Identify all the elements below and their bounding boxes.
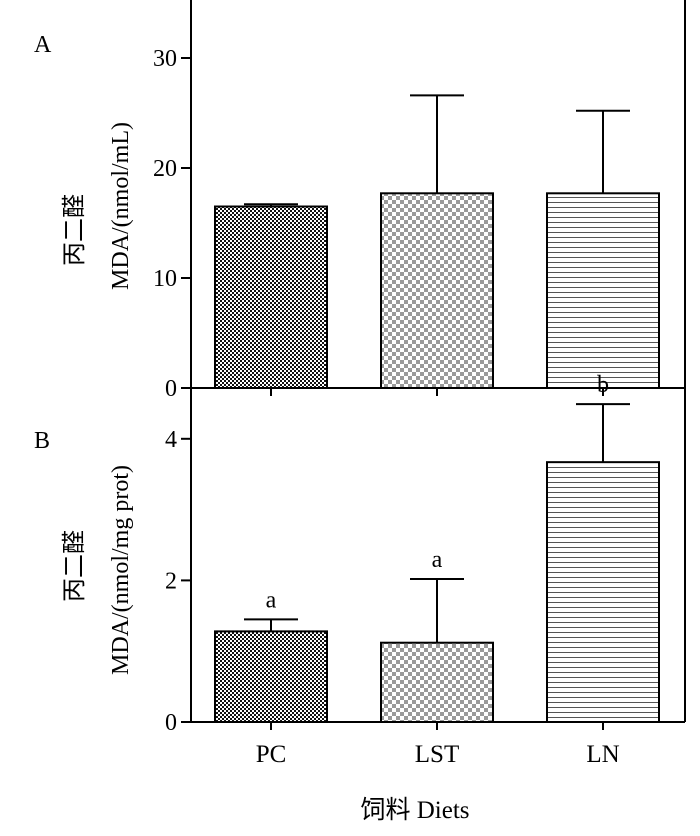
panel-a-y-tick-label: 0	[165, 376, 177, 402]
x-axis-title: 饲料 Diets	[360, 796, 469, 824]
panel-b-y-tick-label: 0	[165, 710, 177, 736]
plot-frame	[190, 0, 686, 723]
panel-b-significance: a a b	[266, 372, 609, 613]
x-category-labels: PC LST LN	[256, 741, 620, 768]
panel-b-y-title-cn: 丙二醛	[61, 530, 88, 602]
panel-b-y-tick-label: 2	[165, 568, 177, 594]
panel-b-bar-pc	[214, 630, 328, 723]
panel-a-y-tick-label: 30	[153, 46, 177, 72]
panel-a-label: A	[34, 32, 52, 58]
panel-b-significance-letter: a	[432, 547, 443, 573]
panel-b-label: B	[34, 428, 50, 454]
panel-a-y-ticks: 0 10 20 30	[153, 46, 604, 402]
panel-b-significance-letter: b	[597, 372, 609, 398]
panel-b-y-tick-label: 4	[165, 427, 177, 453]
panel-b-bar-lst	[380, 641, 494, 723]
panel-b-y-title: MDA/(nmol/mg prot)	[108, 465, 134, 675]
panel-a-y-tick-label: 10	[153, 266, 177, 292]
panel-a-bar-pc	[214, 205, 328, 389]
x-category-label-pc: PC	[256, 741, 287, 768]
x-category-label-ln: LN	[586, 741, 619, 768]
panel-b: B 丙二醛 MDA/(nmol/mg prot) 0 2 4 a a b	[34, 372, 660, 736]
panel-a-y-tick-label: 20	[153, 156, 177, 182]
panel-a-y-title-cn: 丙二醛	[61, 194, 88, 266]
panel-b-bar-ln	[546, 461, 660, 723]
panel-b-y-ticks: 0 2 4	[165, 427, 604, 736]
x-category-label-lst: LST	[415, 741, 459, 768]
panel-a: A 丙二醛 MDA/(nmol/mL) 0 10 20 30	[34, 32, 660, 402]
panel-b-significance-letter: a	[266, 587, 277, 613]
panel-a-y-title: MDA/(nmol/mL)	[108, 122, 134, 290]
panel-b-error-bars	[244, 403, 630, 643]
panel-a-error-bars	[244, 94, 630, 207]
panel-a-bar-ln	[546, 192, 660, 389]
panel-a-bar-lst	[380, 192, 494, 389]
panel-a-bars	[214, 192, 660, 389]
